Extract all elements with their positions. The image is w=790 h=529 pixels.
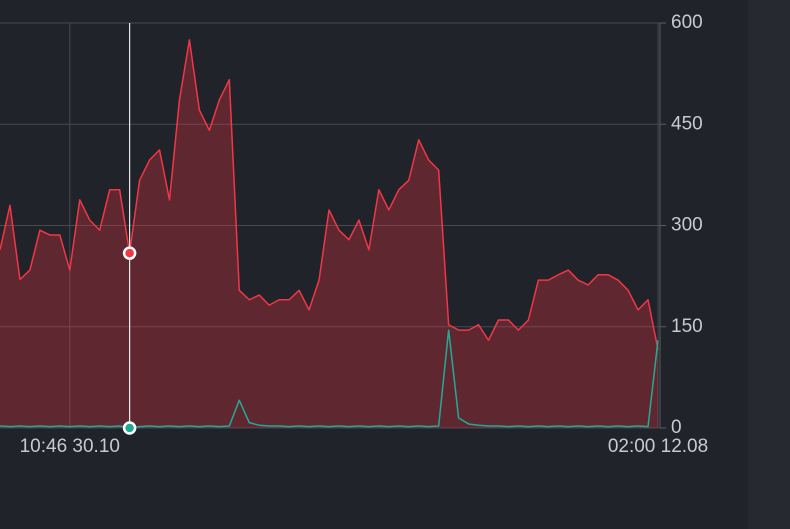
y-tick-label: 0 — [671, 417, 682, 438]
x-tick-label: 02:00 12.08 — [608, 436, 708, 457]
x-tick-label: 10:46 30.10 — [20, 436, 120, 457]
crosshair-marker — [122, 421, 137, 435]
y-tick-label: 600 — [671, 12, 703, 33]
y-tick-label: 150 — [671, 316, 703, 337]
side-panel — [748, 0, 790, 529]
y-tick-label: 450 — [671, 113, 703, 134]
y-tick-label: 300 — [671, 215, 703, 236]
series-line — [0, 329, 659, 429]
series-line — [0, 39, 659, 350]
plot-background — [0, 0, 748, 529]
crosshair-marker — [122, 246, 137, 260]
